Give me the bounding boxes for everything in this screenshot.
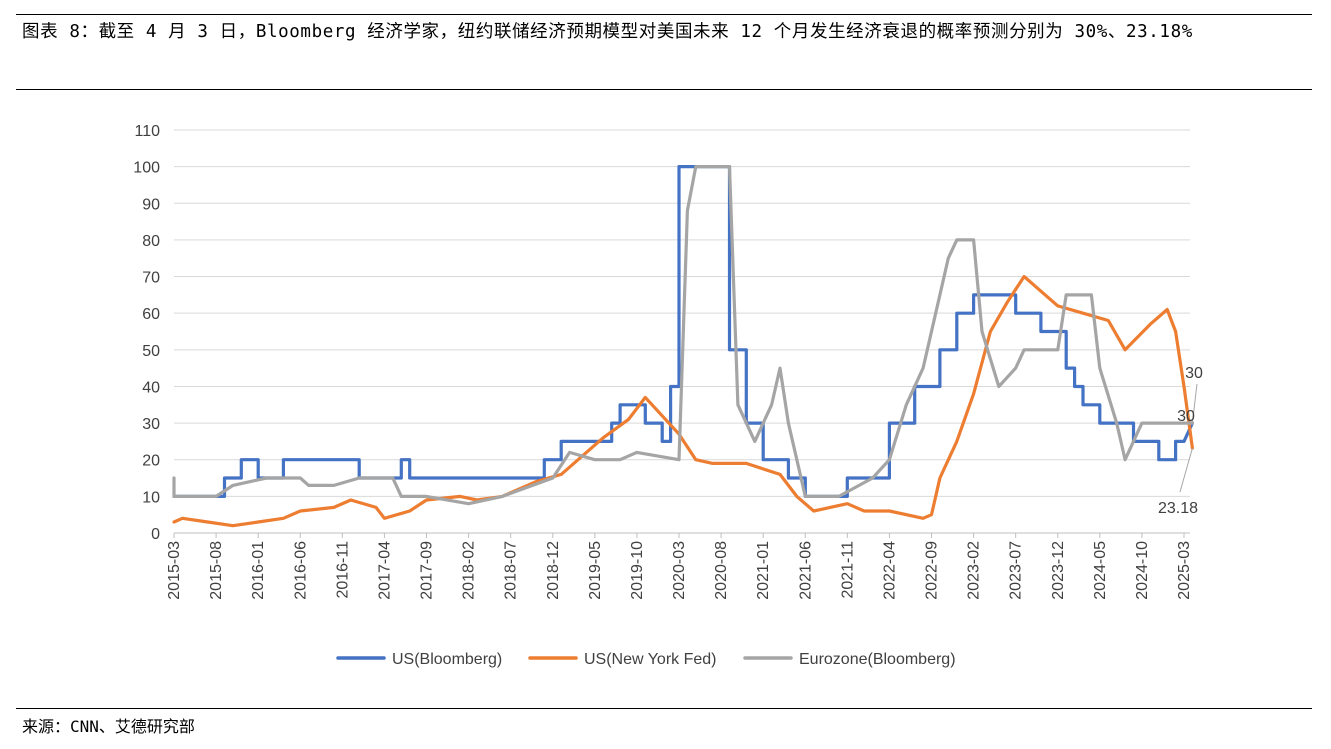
x-axis: 2015-03 2015-08 2016-01 2016-06 2016-11 2017-…	[166, 533, 1193, 600]
y-tick-label: 40	[142, 379, 160, 396]
annotation-leader	[1191, 383, 1198, 424]
annotation-label: 30	[1185, 365, 1203, 382]
series-line-us-new-york-fed	[172, 274, 1194, 528]
y-tick-label: 80	[142, 233, 160, 250]
annotations: 30 30 23.18	[1158, 365, 1203, 517]
y-tick-label: 50	[142, 343, 160, 360]
x-tick-label: 2015-08	[208, 541, 225, 600]
x-tick-label: 2020-03	[671, 541, 688, 600]
x-tick-label: 2016-06	[292, 541, 309, 600]
figure-title: 图表 8：截至 4 月 3 日，Bloomberg 经济学家，纽约联储经济预期模…	[22, 22, 1193, 42]
x-tick-label: 2025-03	[1176, 541, 1193, 600]
legend-label: US(Bloomberg)	[392, 651, 502, 668]
y-tick-label: 30	[142, 416, 160, 433]
x-tick-label: 2018-07	[503, 541, 520, 600]
x-tick-label: 2021-01	[755, 541, 772, 600]
annotation-label: 23.18	[1158, 500, 1198, 517]
series-layer	[172, 165, 1194, 528]
y-tick-label: 70	[142, 270, 160, 287]
x-tick-label: 2024-05	[1092, 541, 1109, 600]
x-tick-label: 2023-02	[966, 541, 983, 600]
y-tick-label: 0	[151, 526, 160, 543]
x-tick-label: 2018-02	[461, 541, 478, 600]
grid-layer	[174, 129, 1190, 534]
recession-probability-chart: 0 10 20 30 40 50 60 70 80 90 100 110 2015-03 2015-08…	[133, 123, 1203, 668]
annotation-leader	[1179, 447, 1193, 493]
x-tick-label: 2016-01	[250, 541, 267, 600]
x-tick-label: 2017-04	[376, 541, 393, 600]
x-tick-label: 2022-04	[881, 541, 898, 600]
x-tick-label: 2023-07	[1008, 541, 1025, 600]
y-tick-label: 110	[134, 123, 160, 140]
x-tick-label: 2021-11	[839, 541, 856, 599]
x-tick-label: 2017-09	[419, 541, 436, 600]
legend: US(Bloomberg) US(New York Fed) Eurozone(Bl…	[336, 651, 956, 668]
y-tick-label: 60	[142, 306, 160, 323]
y-tick-label: 10	[142, 489, 160, 506]
x-tick-label: 2023-12	[1050, 541, 1067, 600]
y-tick-label: 90	[142, 196, 160, 213]
x-tick-label: 2015-03	[166, 541, 183, 600]
source-top-rule	[16, 708, 1312, 709]
title-bottom-rule	[16, 89, 1312, 90]
x-tick-label: 2019-05	[587, 541, 604, 600]
x-tick-label: 2024-10	[1134, 541, 1151, 600]
x-tick-label: 2022-09	[924, 541, 941, 600]
x-tick-label: 2018-12	[545, 541, 562, 600]
y-tick-label: 20	[142, 453, 160, 470]
x-tick-label: 2016-11	[334, 541, 351, 599]
annotation-label: 30	[1177, 408, 1195, 425]
source-note: 来源：CNN、艾德研究部	[22, 717, 195, 736]
x-tick-label: 2021-06	[797, 541, 814, 600]
x-tick-label: 2019-10	[629, 541, 646, 600]
x-tick-label: 2020-08	[713, 541, 730, 600]
legend-label: Eurozone(Bloomberg)	[799, 651, 956, 668]
y-tick-label: 100	[133, 160, 160, 177]
legend-label: US(New York Fed)	[584, 651, 717, 668]
top-rule	[16, 14, 1312, 15]
series-line-eurozone-bloomberg	[172, 165, 1194, 506]
annotation-leader	[1189, 419, 1193, 424]
series-line-us-bloomberg	[172, 165, 1194, 498]
y-axis: 0 10 20 30 40 50 60 70 80 90 100 110	[133, 123, 160, 543]
